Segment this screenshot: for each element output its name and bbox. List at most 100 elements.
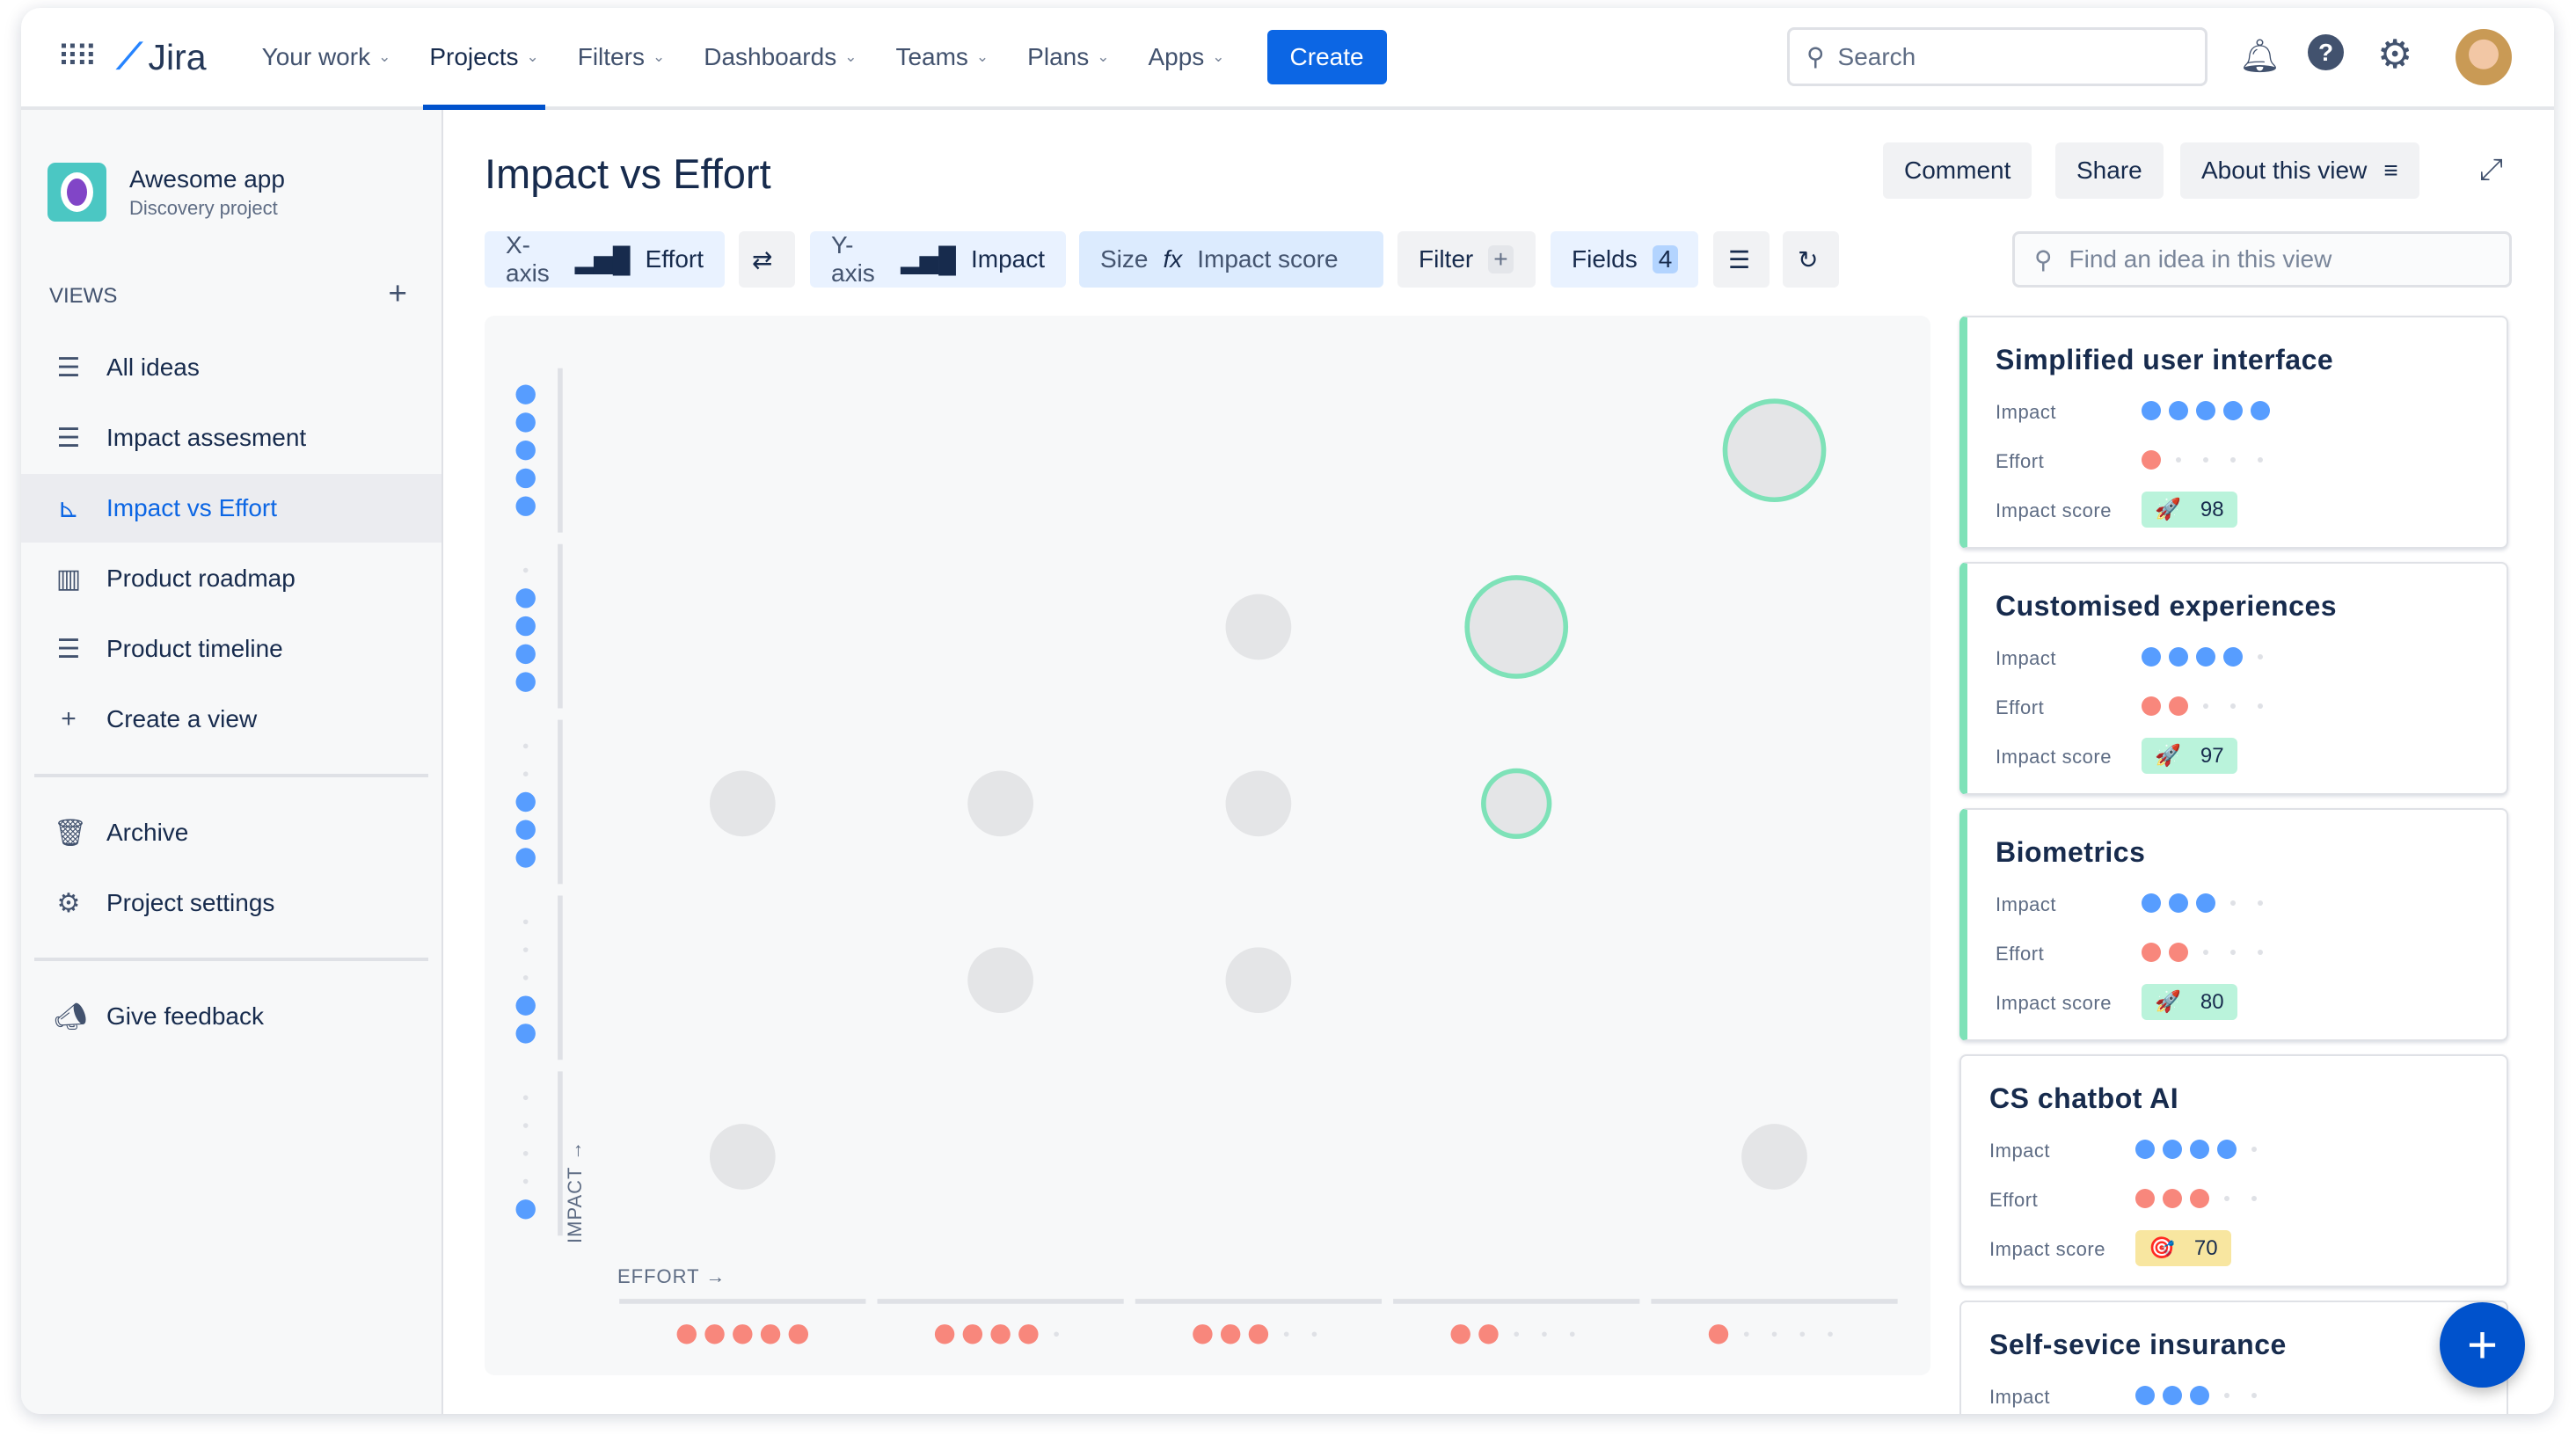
formula-icon: fx	[1163, 245, 1183, 273]
impact-score-label: Impact score	[1996, 992, 2112, 1014]
fullscreen-icon[interactable]: ⤢	[2479, 153, 2504, 186]
x-axis-button[interactable]: X-axis ▂▅█ Effort	[485, 231, 725, 288]
main-content: Impact vs Effort Comment Share About thi…	[445, 110, 2554, 1414]
idea-card[interactable]: Self-sevice insurance Impact	[1959, 1301, 2508, 1414]
impact-score-value: 97	[2200, 743, 2224, 768]
impact-score-badge: 🚀 97	[2142, 738, 2237, 774]
sidebar-item-label: Create a view	[106, 705, 258, 732]
sidebar-item-label: Impact vs Effort	[106, 494, 277, 521]
empty-dot	[2258, 654, 2263, 659]
impact-score-value: 98	[2200, 497, 2224, 521]
avatar[interactable]	[2456, 29, 2512, 85]
empty-dot	[2251, 1147, 2257, 1152]
find-idea-input[interactable]: ⚲ Find an idea in this view	[2012, 231, 2512, 288]
jira-logo[interactable]: ⟋ Jira	[117, 36, 207, 78]
nav-plans[interactable]: Plans ⌄	[1008, 8, 1128, 106]
create-button[interactable]: Create	[1266, 30, 1387, 84]
gear-icon: ⚙	[56, 888, 81, 918]
rating-dot	[2142, 450, 2161, 470]
rating-dot	[2196, 893, 2215, 913]
auto-sort-button[interactable]: ↻	[1783, 231, 1839, 288]
idea-card[interactable]: Customised experiences Impact Effort Impact…	[1959, 562, 2508, 795]
impact-rating	[2135, 1140, 2264, 1159]
y-level-dot	[515, 1199, 536, 1220]
impact-score-badge: 🚀 98	[2142, 492, 2237, 528]
sidebar-item-product-roadmap[interactable]: ▥ Product roadmap	[21, 544, 441, 613]
nav-label: Teams	[895, 43, 968, 70]
add-idea-button[interactable]: +	[2440, 1302, 2525, 1388]
nav-dashboards[interactable]: Dashboards ⌄	[684, 8, 876, 106]
sidebar-item-all-ideas[interactable]: ☰ All ideas	[21, 333, 441, 402]
y-axis-button[interactable]: Y-axis ▂▅█ Impact	[810, 231, 1066, 288]
nav-your-work[interactable]: Your work ⌄	[243, 8, 411, 106]
effort-label: Effort	[1989, 1189, 2039, 1211]
list-icon: ☰	[56, 423, 81, 453]
empty-dot	[2230, 950, 2236, 955]
give-feedback-link[interactable]: 📣︎ Give feedback	[21, 982, 441, 1051]
chevron-down-icon: ⌄	[844, 48, 857, 65]
share-button[interactable]: Share	[2055, 142, 2164, 199]
idea-card[interactable]: Simplified user interface Impact Effort Imp…	[1959, 316, 2508, 549]
add-view-icon[interactable]: +	[388, 275, 407, 311]
x-empty-dot	[1542, 1331, 1547, 1337]
chevron-down-icon: ⌄	[975, 48, 989, 65]
sidebar-item-product-timeline[interactable]: ☰ Product timeline	[21, 615, 441, 683]
idea-card[interactable]: Biometrics Impact Effort Impact score 🚀 80	[1959, 808, 2508, 1041]
notifications-icon[interactable]: 🔔︎	[2239, 38, 2280, 74]
size-button[interactable]: Size fx Impact score	[1079, 231, 1383, 288]
rating-dot	[2142, 893, 2161, 913]
app-switcher-icon[interactable]: ⠿⠿	[57, 40, 98, 74]
sidebar-item-project-settings[interactable]: ⚙ Project settings	[21, 869, 441, 937]
swap-axes-button[interactable]: ⇄	[739, 231, 795, 288]
empty-dot	[2230, 457, 2236, 463]
y-level-dot	[515, 672, 536, 692]
size-value: Impact score	[1197, 245, 1339, 273]
nav-teams[interactable]: Teams ⌄	[876, 8, 1008, 106]
y-empty-dot	[522, 947, 529, 952]
empty-dot	[2176, 457, 2181, 463]
project-logo	[47, 163, 106, 222]
x-empty-dot	[1743, 1331, 1749, 1337]
sidebar-item-archive[interactable]: 🗑︎ Archive	[21, 798, 441, 867]
comment-button[interactable]: Comment	[1883, 142, 2032, 199]
search-input[interactable]: ⚲ Search	[1787, 27, 2207, 86]
sidebar-item-impact-assesment[interactable]: ☰ Impact assesment	[21, 404, 441, 472]
sidebar-item-impact-vs-effort[interactable]: ⊾ Impact vs Effort	[21, 474, 441, 543]
rating-dot	[2169, 401, 2188, 420]
fields-button[interactable]: Fields 4	[1551, 231, 1698, 288]
filter-button[interactable]: Filter +	[1397, 231, 1536, 288]
x-level-dot	[1450, 1324, 1470, 1344]
idea-title: Self-sevice insurance	[1989, 1329, 2287, 1360]
chevron-down-icon: ⌄	[526, 48, 539, 65]
empty-dot	[2251, 1196, 2257, 1201]
x-empty-dot	[1771, 1331, 1777, 1337]
views-header: VIEWS +	[49, 275, 407, 311]
y-level-dot	[515, 995, 536, 1016]
comment-label: Comment	[1904, 157, 2011, 184]
sidebar-item-create-a-view[interactable]: + Create a view	[21, 685, 441, 754]
layout-button[interactable]: ☰	[1713, 231, 1770, 288]
menu-lines-icon: ≡	[2383, 157, 2398, 184]
x-level-dot	[760, 1324, 781, 1344]
help-icon[interactable]: ?	[2308, 34, 2344, 70]
rating-dot	[2169, 893, 2188, 913]
nav-filters[interactable]: Filters ⌄	[558, 8, 684, 106]
chevron-down-icon: ⌄	[652, 48, 666, 65]
y-level-dot	[515, 791, 536, 812]
idea-bubble	[709, 1124, 776, 1190]
about-view-button[interactable]: About this view ≡	[2180, 142, 2419, 199]
rating-dot	[2223, 401, 2243, 420]
settings-icon[interactable]: ⚙	[2377, 32, 2413, 77]
find-placeholder: Find an idea in this view	[2069, 245, 2332, 273]
chevron-down-icon: ⌄	[1212, 48, 1225, 65]
y-empty-dot	[522, 1123, 529, 1128]
idea-card[interactable]: CS chatbot AI Impact Effort Impact score 🎯 70	[1959, 1054, 2508, 1287]
x-level-dot	[1478, 1324, 1499, 1344]
rating-dot	[2169, 647, 2188, 667]
x-level-dot	[1193, 1324, 1213, 1344]
x-level-dot	[1018, 1324, 1039, 1344]
nav-apps[interactable]: Apps ⌄	[1128, 8, 1244, 106]
nav-projects[interactable]: Projects ⌄	[410, 8, 558, 110]
y-empty-dot	[522, 919, 529, 925]
project-header[interactable]: Awesome app Discovery project	[47, 163, 285, 222]
